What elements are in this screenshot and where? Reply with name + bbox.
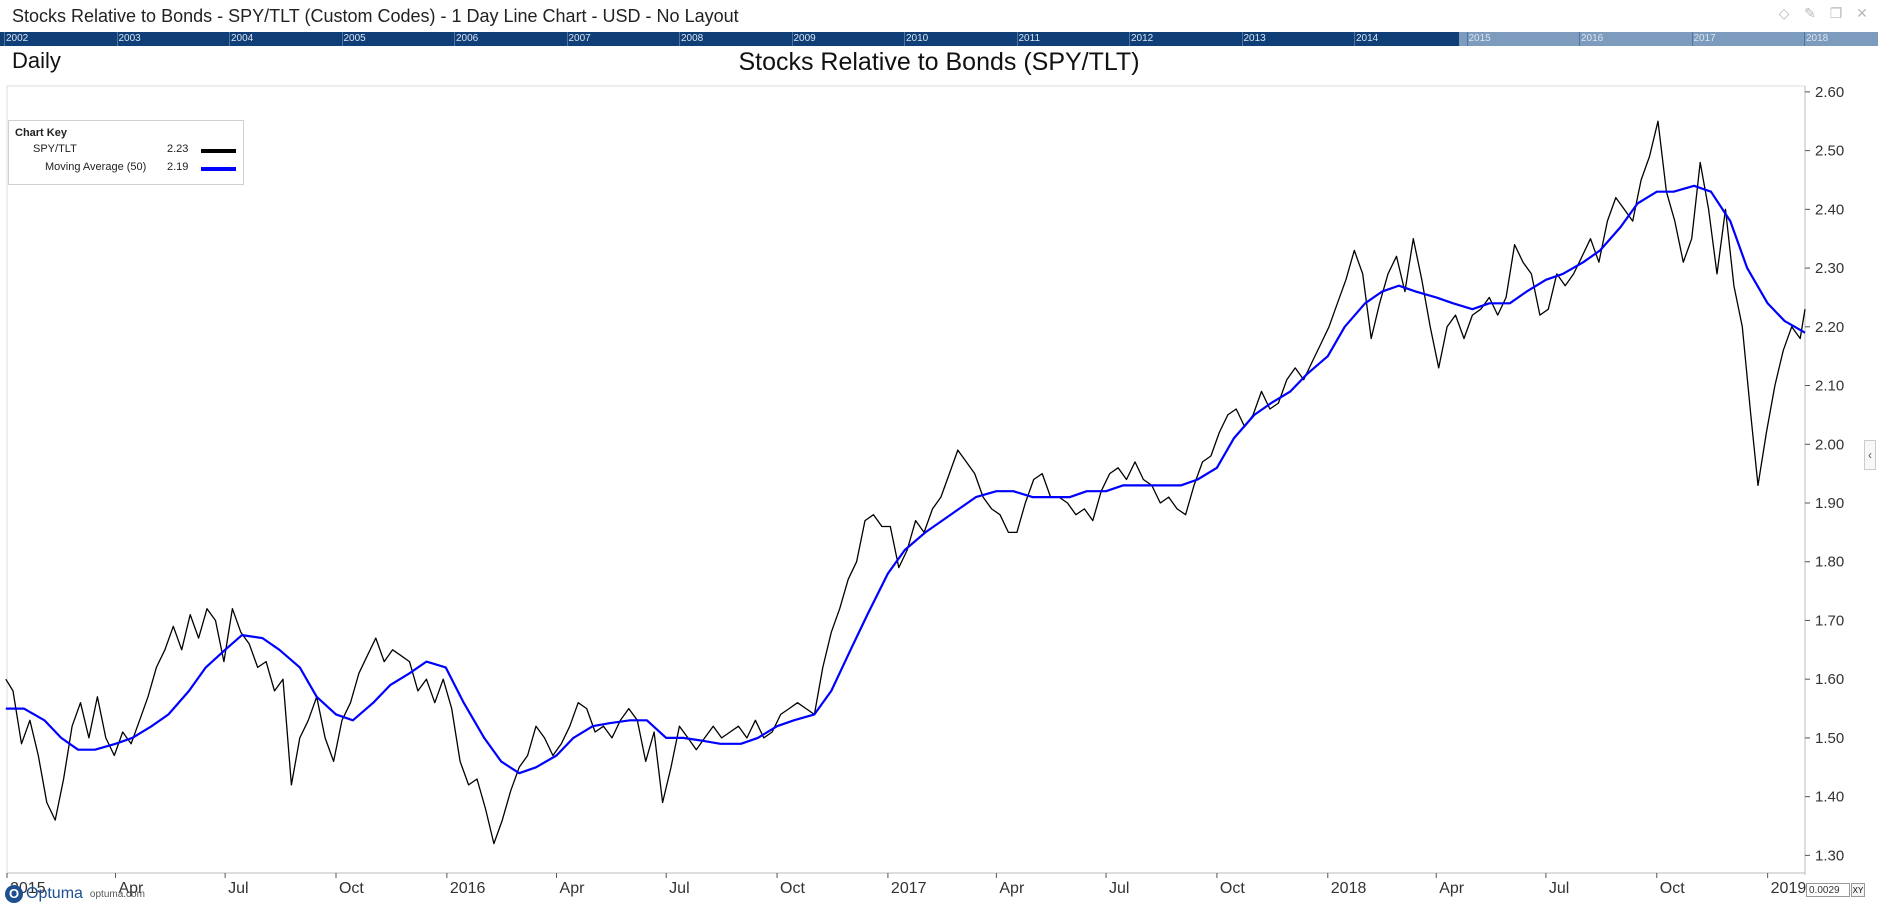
navigator-tick <box>566 32 568 46</box>
x-tick-label: Apr <box>560 880 586 897</box>
x-tick-label: Jul <box>669 880 689 897</box>
y-tick-label: 2.40 <box>1815 201 1844 218</box>
optuma-logo: O Optuma optuma.com <box>5 884 145 904</box>
restore-icon[interactable]: ❐ <box>1829 5 1843 21</box>
navigator-tick <box>1354 32 1355 46</box>
chart-key-series-name: SPY/TLT <box>33 143 77 155</box>
navigator-year-label: 2006 <box>456 33 479 44</box>
collapse-panel-button[interactable]: ‹ <box>1864 440 1876 470</box>
navigator-year-label: 2004 <box>231 33 254 44</box>
y-tick-label: 2.20 <box>1815 319 1844 336</box>
optuma-logo-icon: O <box>5 885 23 903</box>
navigator-tick <box>116 32 118 46</box>
navigator-year-label: 2017 <box>1693 33 1716 44</box>
x-tick-label: Apr <box>1439 880 1465 897</box>
y-tick-label: 1.30 <box>1815 847 1844 864</box>
y-tick-label: 2.10 <box>1815 378 1844 395</box>
chart-key-series-value: 2.23 <box>167 143 189 155</box>
spy-tlt-line[interactable] <box>5 120 1806 845</box>
y-tick-label: 1.50 <box>1815 730 1844 747</box>
pin-icon[interactable]: ✎ <box>1804 5 1816 21</box>
navigator-tick <box>679 32 680 46</box>
y-tick-label: 2.30 <box>1815 260 1844 277</box>
chart-key-row-moving-average: Moving Average (50) 2.19 <box>9 161 245 177</box>
navigator-tick <box>1016 32 1018 46</box>
chevron-left-icon: ‹ <box>1868 448 1872 462</box>
x-tick-label: Apr <box>999 880 1025 897</box>
navigator-year-label: 2018 <box>1806 33 1829 44</box>
logo-name: Optuma <box>26 885 83 902</box>
navigator-tick <box>1579 32 1580 46</box>
navigator-year-label: 2005 <box>343 33 366 44</box>
y-tick-label: 2.00 <box>1815 436 1844 453</box>
navigator-year-label: 2014 <box>1356 33 1379 44</box>
x-tick-label: 2019 <box>1771 880 1807 897</box>
x-tick-label: Jul <box>1549 880 1569 897</box>
window-controls: ◇ ✎ ❐ ✕ <box>1776 5 1870 22</box>
chart-key[interactable]: Chart Key SPY/TLT 2.23 Moving Average (5… <box>8 120 244 185</box>
chart-title: Stocks Relative to Bonds (SPY/TLT) <box>738 48 1140 76</box>
navigator-tick <box>904 32 905 46</box>
x-tick-label: Apr <box>118 880 144 897</box>
navigator-year-label: 2016 <box>1581 33 1604 44</box>
y-tick-label: 1.90 <box>1815 495 1844 512</box>
navigator-tick <box>791 32 793 46</box>
navigator-tick <box>229 32 230 46</box>
navigator-year-label: 2003 <box>118 33 141 44</box>
x-tick-label: Jul <box>228 880 248 897</box>
navigator-tick <box>454 32 455 46</box>
x-tick-label: 2016 <box>450 880 486 897</box>
navigator-tick <box>341 32 343 46</box>
x-tick-label: Oct <box>780 880 805 897</box>
logo-site: optuma.com <box>89 888 145 900</box>
close-icon[interactable]: ✕ <box>1856 5 1868 21</box>
y-tick-label: 1.60 <box>1815 671 1844 688</box>
navigator-tick <box>1129 32 1130 46</box>
title-bar: Stocks Relative to Bonds - SPY/TLT (Cust… <box>0 0 1878 32</box>
navigator-year-label: 2009 <box>793 33 816 44</box>
moving-average-line[interactable] <box>5 184 1806 775</box>
zoom-input[interactable]: 0.0029 <box>1806 883 1850 897</box>
plot-frame <box>6 85 1806 874</box>
navigator-year-label: 2013 <box>1243 33 1266 44</box>
navigator-year-label: 2002 <box>6 33 29 44</box>
y-tick-label: 2.60 <box>1815 84 1844 101</box>
y-tick-label: 1.80 <box>1815 554 1844 571</box>
x-tick-label: Oct <box>1660 880 1685 897</box>
y-tick-label: 2.50 <box>1815 143 1844 160</box>
x-tick-label: 2017 <box>891 880 927 897</box>
x-tick-label: 2018 <box>1331 880 1367 897</box>
navigator-year-label: 2008 <box>681 33 704 44</box>
navigator-tick <box>1804 32 1805 46</box>
navigator-tick <box>1691 32 1693 46</box>
navigator-tick <box>4 32 5 46</box>
series-color-swatch <box>201 149 236 153</box>
x-tick-label: Oct <box>339 880 364 897</box>
y-tick-label: 1.40 <box>1815 789 1844 806</box>
series-color-swatch <box>201 167 236 171</box>
navigator-tick <box>1241 32 1243 46</box>
navigator-visible-range[interactable] <box>1458 32 1878 46</box>
x-tick-label: Jul <box>1109 880 1129 897</box>
chart-key-series-name: Moving Average (50) <box>45 161 147 173</box>
chart-key-series-value: 2.19 <box>167 161 189 173</box>
timeline-navigator[interactable]: 2002 2003 2004 2005 2006 2007 2008 2009 2010 2011… <box>0 32 1878 46</box>
chart-key-title: Chart Key <box>15 127 67 139</box>
y-tick-label: 1.70 <box>1815 612 1844 629</box>
chart-key-row-spy-tlt: SPY/TLT 2.23 <box>9 143 245 159</box>
navigator-year-label: 2012 <box>1131 33 1154 44</box>
navigator-year-label: 2007 <box>568 33 591 44</box>
navigator-year-label: 2015 <box>1468 33 1491 44</box>
navigator-year-label: 2010 <box>906 33 929 44</box>
xy-button[interactable]: XY <box>1851 883 1865 897</box>
window-title: Stocks Relative to Bonds - SPY/TLT (Cust… <box>12 6 739 26</box>
navigator-tick <box>1466 32 1468 46</box>
interval-label: Daily <box>12 48 61 73</box>
navigator-year-label: 2011 <box>1018 33 1041 44</box>
x-tick-label: Oct <box>1220 880 1245 897</box>
diamond-icon[interactable]: ◇ <box>1778 5 1790 21</box>
